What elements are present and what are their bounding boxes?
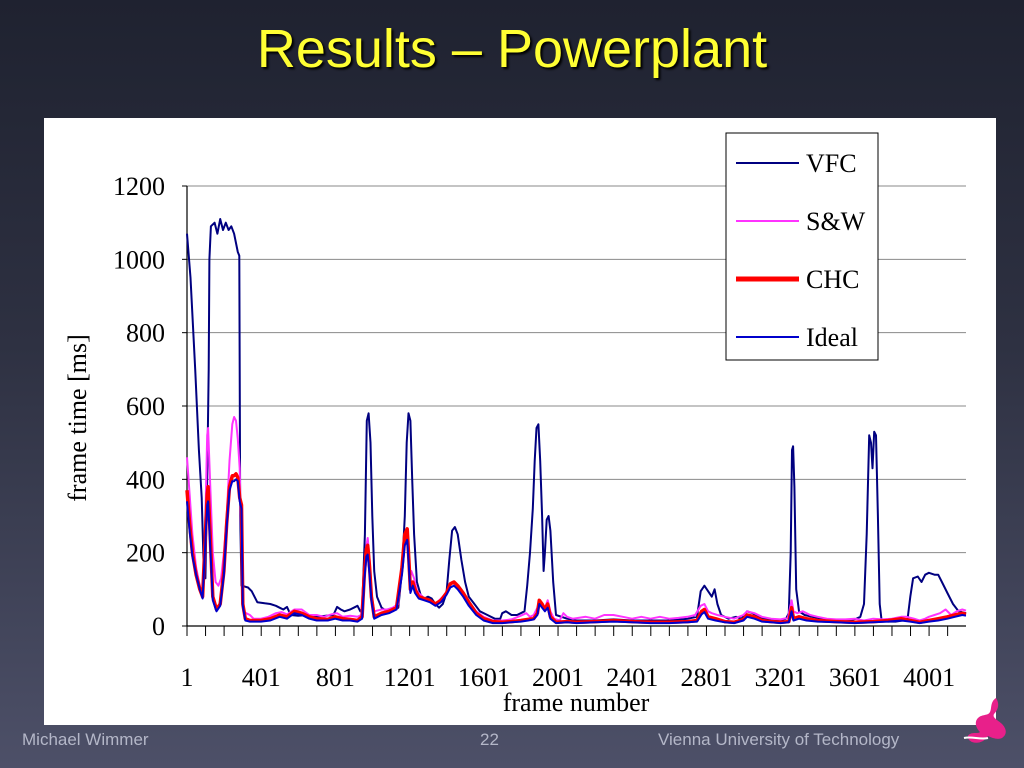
x-tick-label-1601: 1601 [458,663,510,692]
x-tick-label-1: 1 [181,663,194,692]
x-tick-label-2001: 2001 [532,663,584,692]
slide-title: Results – Powerplant [256,19,768,79]
y-tick-label-1000: 1000 [113,245,165,274]
x-tick-label-801: 801 [316,663,355,692]
x-axis-label: frame number [503,688,650,717]
y-tick-label-0: 0 [152,612,165,641]
series-line-chc [185,472,967,625]
legend-label-vfc: VFC [806,149,857,178]
legend: VFC S&W CHC Ideal [725,132,879,361]
y-tick-label-200: 200 [126,539,165,568]
y-tick-label-800: 800 [126,319,165,348]
series-line-ideal [186,478,967,625]
footer-institution: Vienna University of Technology [658,730,900,749]
y-axis-label: frame time [ms] [63,334,92,502]
x-tick-label-2401: 2401 [606,663,658,692]
x-tick-label-1201: 1201 [384,663,436,692]
y-tick-label-400: 400 [126,465,165,494]
y-tick-label-600: 600 [126,392,165,421]
legend-label-ideal: Ideal [806,323,858,352]
axes: 0 200 400 600 800 1000 1200 1 401 801 1201 1601 2001… [63,172,966,717]
x-tick-label-2801: 2801 [680,663,732,692]
legend-label-sw: S&W [806,207,866,236]
y-tick-label-1200: 1200 [113,172,165,201]
page-number: 22 [480,730,499,749]
tu-wien-figure-logo-icon [963,698,1006,743]
line-chart: 0 200 400 600 800 1000 1200 1 401 801 1201 1601 2001… [63,132,967,717]
footer-author: Michael Wimmer [22,730,149,749]
x-tick-label-401: 401 [242,663,281,692]
legend-label-chc: CHC [806,265,859,294]
legend-box [725,132,879,361]
chart-panel: 0 200 400 600 800 1000 1200 1 401 801 1201 1601 2001… [44,118,996,725]
x-tick-label-3201: 3201 [755,663,807,692]
x-tick-label-3601: 3601 [829,663,881,692]
series-line-sw [186,416,967,622]
x-tick-label-4001: 4001 [903,663,955,692]
series-lines [185,218,967,625]
gridlines [187,185,966,554]
